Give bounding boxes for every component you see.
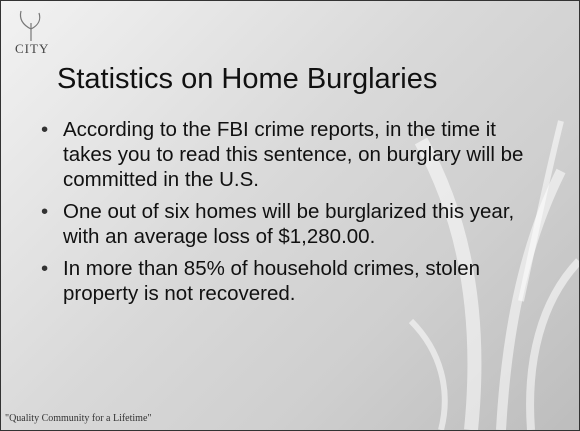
bullet: One out of six homes will be burglarized…: [39, 199, 539, 249]
footer-tagline: "Quality Community for a Lifetime": [5, 413, 151, 424]
page: {"logo": "CITY", "title": "Statistics on…: [0, 0, 580, 431]
bullet: In more than 85% of household crimes, st…: [39, 256, 539, 306]
logo-mark: [20, 11, 39, 41]
slide: CITY Statistics on Home Burglaries Accor…: [0, 0, 580, 431]
bullet: According to the FBI crime reports, in t…: [39, 117, 539, 192]
slide-title: Statistics on Home Burglaries: [57, 63, 437, 96]
bullet-list: According to the FBI crime reports, in t…: [39, 117, 539, 313]
logo-text: CITY: [15, 41, 49, 57]
